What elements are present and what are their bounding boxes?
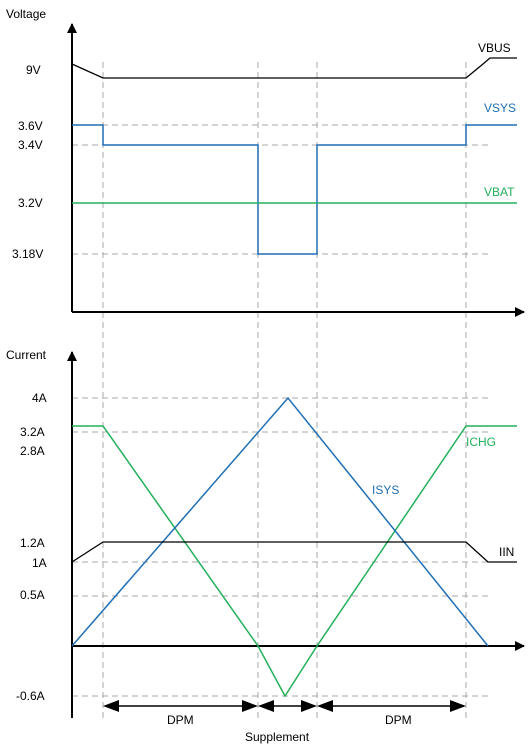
ichg-trace xyxy=(72,425,517,698)
tick-3v4: 3.4V xyxy=(18,138,43,152)
tick-0a5: 0.5A xyxy=(20,588,45,602)
dpm-right-arrowhead-left xyxy=(317,700,333,712)
vsys-trace xyxy=(72,124,517,255)
tick-1a: 1A xyxy=(32,556,47,570)
supplement-arrowhead-left xyxy=(258,700,274,712)
vbus-label: VBUS xyxy=(478,41,511,55)
dpm-left-label: DPM xyxy=(167,713,194,727)
tick-9v: 9V xyxy=(26,63,41,77)
dpm-right-label: DPM xyxy=(385,713,412,727)
ichg-label: ICHG xyxy=(466,435,496,449)
vsys-label: VSYS xyxy=(484,101,516,115)
iin-trace xyxy=(71,541,517,563)
current-gridlines xyxy=(72,397,490,697)
tick-3v6: 3.6V xyxy=(18,119,43,133)
tick-1a2: 1.2A xyxy=(20,536,45,550)
isys-label: ISYS xyxy=(372,483,399,497)
supplement-arrowhead-right xyxy=(301,700,317,712)
supplement-label: Supplement xyxy=(245,730,310,744)
vbat-label: VBAT xyxy=(484,185,515,199)
dpm-right-arrowhead-right xyxy=(450,700,466,712)
tick-4a: 4A xyxy=(32,391,47,405)
tick-3v2: 3.2V xyxy=(18,196,43,210)
dpm-left-arrowhead-right xyxy=(242,700,258,712)
vbus-trace xyxy=(71,57,517,79)
dpm-left-arrowhead-left xyxy=(103,700,119,712)
iin-label: IIN xyxy=(499,545,514,559)
tick-3v18: 3.18V xyxy=(12,247,43,261)
tick-neg0a6: -0.6A xyxy=(16,689,45,703)
tick-2a8: 2.8A xyxy=(20,444,45,458)
current-axis-label: Current xyxy=(6,348,47,362)
tick-3a2: 3.2A xyxy=(20,425,45,439)
voltage-axis-label: Voltage xyxy=(6,7,46,21)
isys-trace xyxy=(71,396,489,647)
time-markers xyxy=(102,62,467,718)
